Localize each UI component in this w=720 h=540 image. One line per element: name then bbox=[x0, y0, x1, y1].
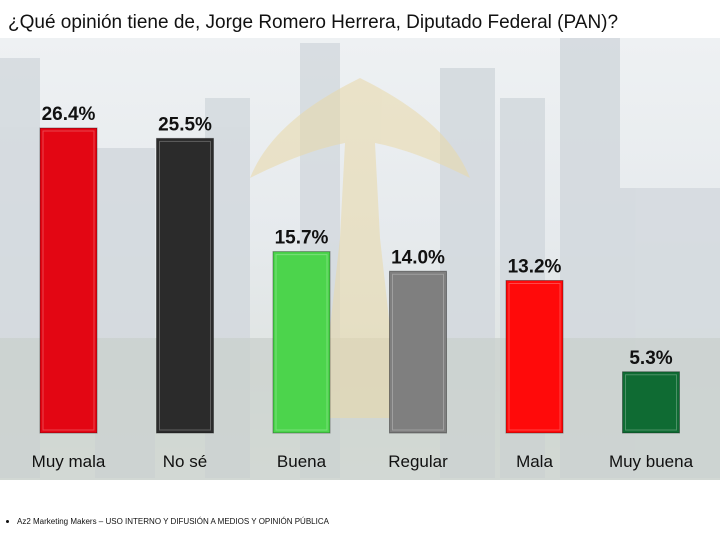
footer-note: Az2 Marketing Makers – USO INTERNO Y DIF… bbox=[6, 517, 329, 526]
bar-bevel-muy-mala bbox=[42, 130, 95, 431]
bar-mala bbox=[505, 280, 564, 434]
bar-bevel-muy-buena bbox=[625, 374, 677, 431]
category-label-muy-buena: Muy buena bbox=[609, 452, 694, 471]
data-label-muy-buena: 5.3% bbox=[629, 348, 672, 369]
category-label-buena: Buena bbox=[277, 452, 327, 471]
data-label-buena: 15.7% bbox=[275, 228, 329, 249]
bar-regular bbox=[389, 270, 447, 434]
bar-buena bbox=[272, 251, 331, 434]
data-label-mala: 13.2% bbox=[508, 257, 562, 278]
angel-statue-silhouette bbox=[250, 78, 470, 418]
bullet-icon bbox=[6, 520, 9, 524]
data-label-muy-mala: 26.4% bbox=[42, 104, 96, 125]
bar-muy-mala bbox=[39, 127, 98, 434]
data-label-no-s: 25.5% bbox=[158, 114, 212, 135]
category-label-mala: Mala bbox=[516, 452, 553, 471]
bar-no-s bbox=[156, 137, 214, 434]
category-label-regular: Regular bbox=[388, 452, 448, 471]
category-label-muy-mala: Muy mala bbox=[32, 452, 106, 471]
bar-bevel-no-s bbox=[159, 140, 211, 431]
bar-bevel-mala bbox=[508, 283, 561, 431]
category-label-no-s: No sé bbox=[163, 452, 207, 471]
data-label-regular: 14.0% bbox=[391, 247, 445, 268]
bar-bevel-regular bbox=[392, 273, 444, 431]
chart-title: ¿Qué opinión tiene de, Jorge Romero Herr… bbox=[8, 12, 619, 33]
footer-text: Az2 Marketing Makers – USO INTERNO Y DIF… bbox=[17, 517, 329, 526]
bar-muy-buena bbox=[622, 371, 680, 434]
bar-bevel-buena bbox=[275, 254, 328, 431]
